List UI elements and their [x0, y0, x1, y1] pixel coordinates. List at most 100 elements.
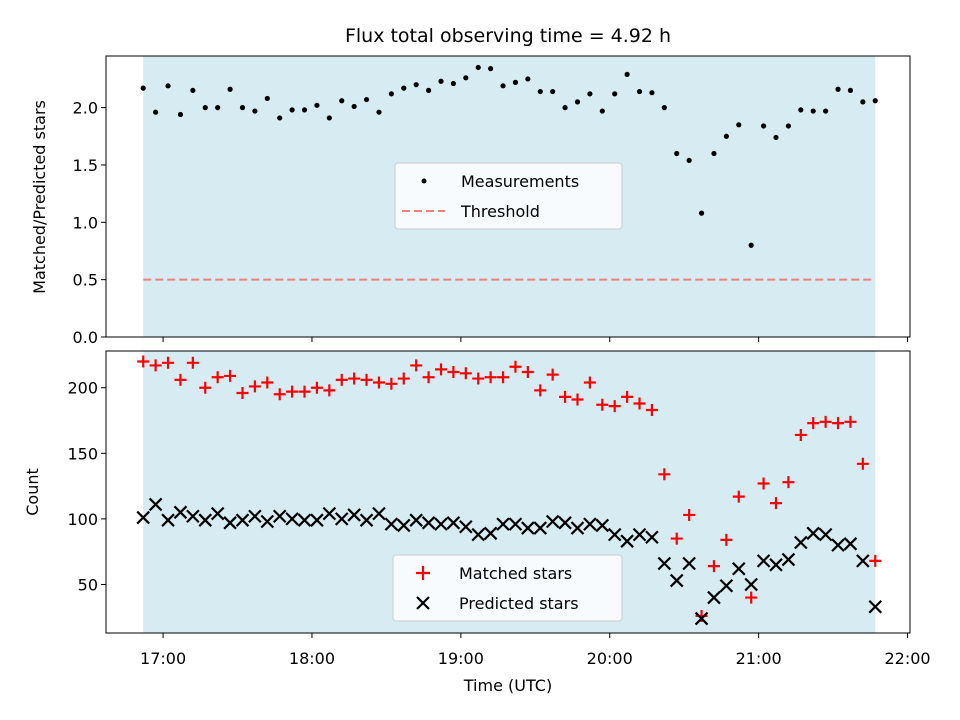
measurement-point: [301, 107, 308, 113]
predicted-star-point: [769, 558, 783, 572]
measurement-point: [525, 76, 531, 82]
measurement-point: [550, 88, 556, 95]
legend-matched-label: Matched stars: [459, 564, 572, 583]
bottom-y-axis: 50 100 150 200: [67, 379, 106, 594]
matched-star-point: [534, 384, 547, 397]
predicted-star-point: [359, 513, 374, 527]
y-tick-label: 0.0: [73, 328, 98, 347]
predicted-star-point: [198, 513, 213, 527]
measurement-point: [872, 98, 878, 104]
matched-star-point: [211, 371, 224, 384]
predicted-star-point: [831, 538, 845, 552]
matched-star-point: [385, 377, 398, 390]
matched-star-point: [856, 457, 869, 470]
predicted-star-point: [297, 513, 312, 527]
predicted-star-point: [856, 554, 870, 568]
measurement-point: [711, 150, 717, 157]
matched-star-point: [596, 398, 609, 411]
predicted-star-point: [496, 517, 510, 531]
matched-star-point: [199, 381, 212, 394]
predicted-star-point: [161, 513, 175, 527]
matched-star-point: [670, 532, 683, 545]
matched-star-point: [571, 393, 584, 406]
y-tick-label: 200: [67, 379, 98, 398]
predicted-star-point: [334, 512, 349, 526]
matched-star-point: [372, 376, 385, 389]
matched-star-point: [310, 381, 323, 394]
predicted-star-point: [260, 514, 275, 529]
bottom-legend: Matched stars Predicted stars: [392, 554, 623, 622]
matched-star-point: [608, 400, 621, 413]
measurement-point: [512, 79, 519, 85]
measurement-point: [351, 103, 357, 110]
predicted-star-point: [210, 506, 225, 521]
top-y-axis: 0.0 0.5 1.0 1.5 2.0: [73, 99, 106, 347]
predicted-star-point: [322, 506, 337, 521]
predicted-star-point: [372, 506, 386, 521]
predicted-star-point: [719, 579, 734, 593]
legend-predicted-label: Predicted stars: [459, 594, 579, 613]
predicted-star-point: [806, 526, 820, 541]
measurement-point: [339, 98, 345, 104]
measurement-point: [227, 86, 233, 92]
measurement-point: [277, 115, 283, 121]
predicted-star-point: [223, 516, 237, 530]
matched-star-point: [149, 359, 162, 372]
matched-star-point: [844, 415, 857, 428]
predicted-star-point: [434, 517, 448, 531]
matched-stars-points: [137, 355, 882, 622]
matched-star-point: [732, 490, 745, 503]
measurement-point: [649, 90, 655, 96]
predicted-star-point: [645, 530, 659, 545]
predicted-star-point: [136, 510, 150, 525]
measurement-point: [314, 102, 320, 108]
predicted-star-point: [397, 518, 411, 533]
y-tick-label: 0.5: [73, 271, 98, 290]
y-tick-label: 1.0: [73, 213, 98, 232]
top-y-axis-label: Matched/Predicted stars: [30, 100, 49, 294]
measurement-point: [785, 123, 792, 129]
top-legend-box: [394, 162, 623, 230]
measurement-point: [425, 87, 432, 94]
matched-star-point: [410, 359, 423, 372]
measurement-point: [376, 109, 382, 115]
measurement-point: [388, 91, 394, 97]
predicted-star-point: [620, 534, 634, 548]
top-panel: 0.00.51.01.52.0 Matched/Predicted stars …: [30, 55, 911, 347]
measurement-point: [215, 105, 221, 111]
matched-star-point: [621, 390, 634, 403]
matched-star-point: [186, 356, 199, 369]
measurement-point: [463, 75, 469, 81]
matched-star-point: [459, 367, 472, 380]
matched-star-point: [583, 376, 596, 389]
measurement-point: [860, 99, 866, 105]
measurement-point: [810, 108, 816, 114]
predicted-star-point: [508, 517, 523, 531]
bottom-x-axis: 17:00 18:00 19:00 20:00 21:00 22:00: [140, 633, 931, 668]
predicted-star-point: [384, 517, 399, 531]
matched-star-point: [323, 384, 336, 397]
x-tick-label: 18:00: [289, 649, 335, 668]
matched-star-point: [546, 368, 559, 381]
measurement-point: [798, 107, 804, 113]
matched-star-point: [224, 369, 237, 382]
measurement-point: [475, 64, 481, 71]
predicted-star-point: [583, 517, 597, 531]
predicted-star-point: [558, 516, 572, 530]
predicted-star-point: [669, 573, 684, 588]
measurement-point: [624, 71, 630, 77]
predicted-star-point: [818, 527, 833, 542]
predicted-star-point: [756, 554, 771, 568]
measurement-point: [239, 105, 246, 111]
predicted-star-point: [533, 521, 548, 535]
legend-threshold-label: Threshold: [460, 202, 540, 221]
matched-star-point: [273, 388, 286, 401]
matched-star-point: [286, 385, 299, 398]
predicted-star-point: [459, 519, 473, 534]
measurement-point: [736, 122, 742, 128]
predicted-star-point: [285, 512, 299, 526]
predicted-star-point: [607, 527, 622, 542]
predicted-star-point: [235, 513, 250, 527]
matched-star-point: [447, 365, 460, 378]
measurement-point: [500, 83, 506, 89]
